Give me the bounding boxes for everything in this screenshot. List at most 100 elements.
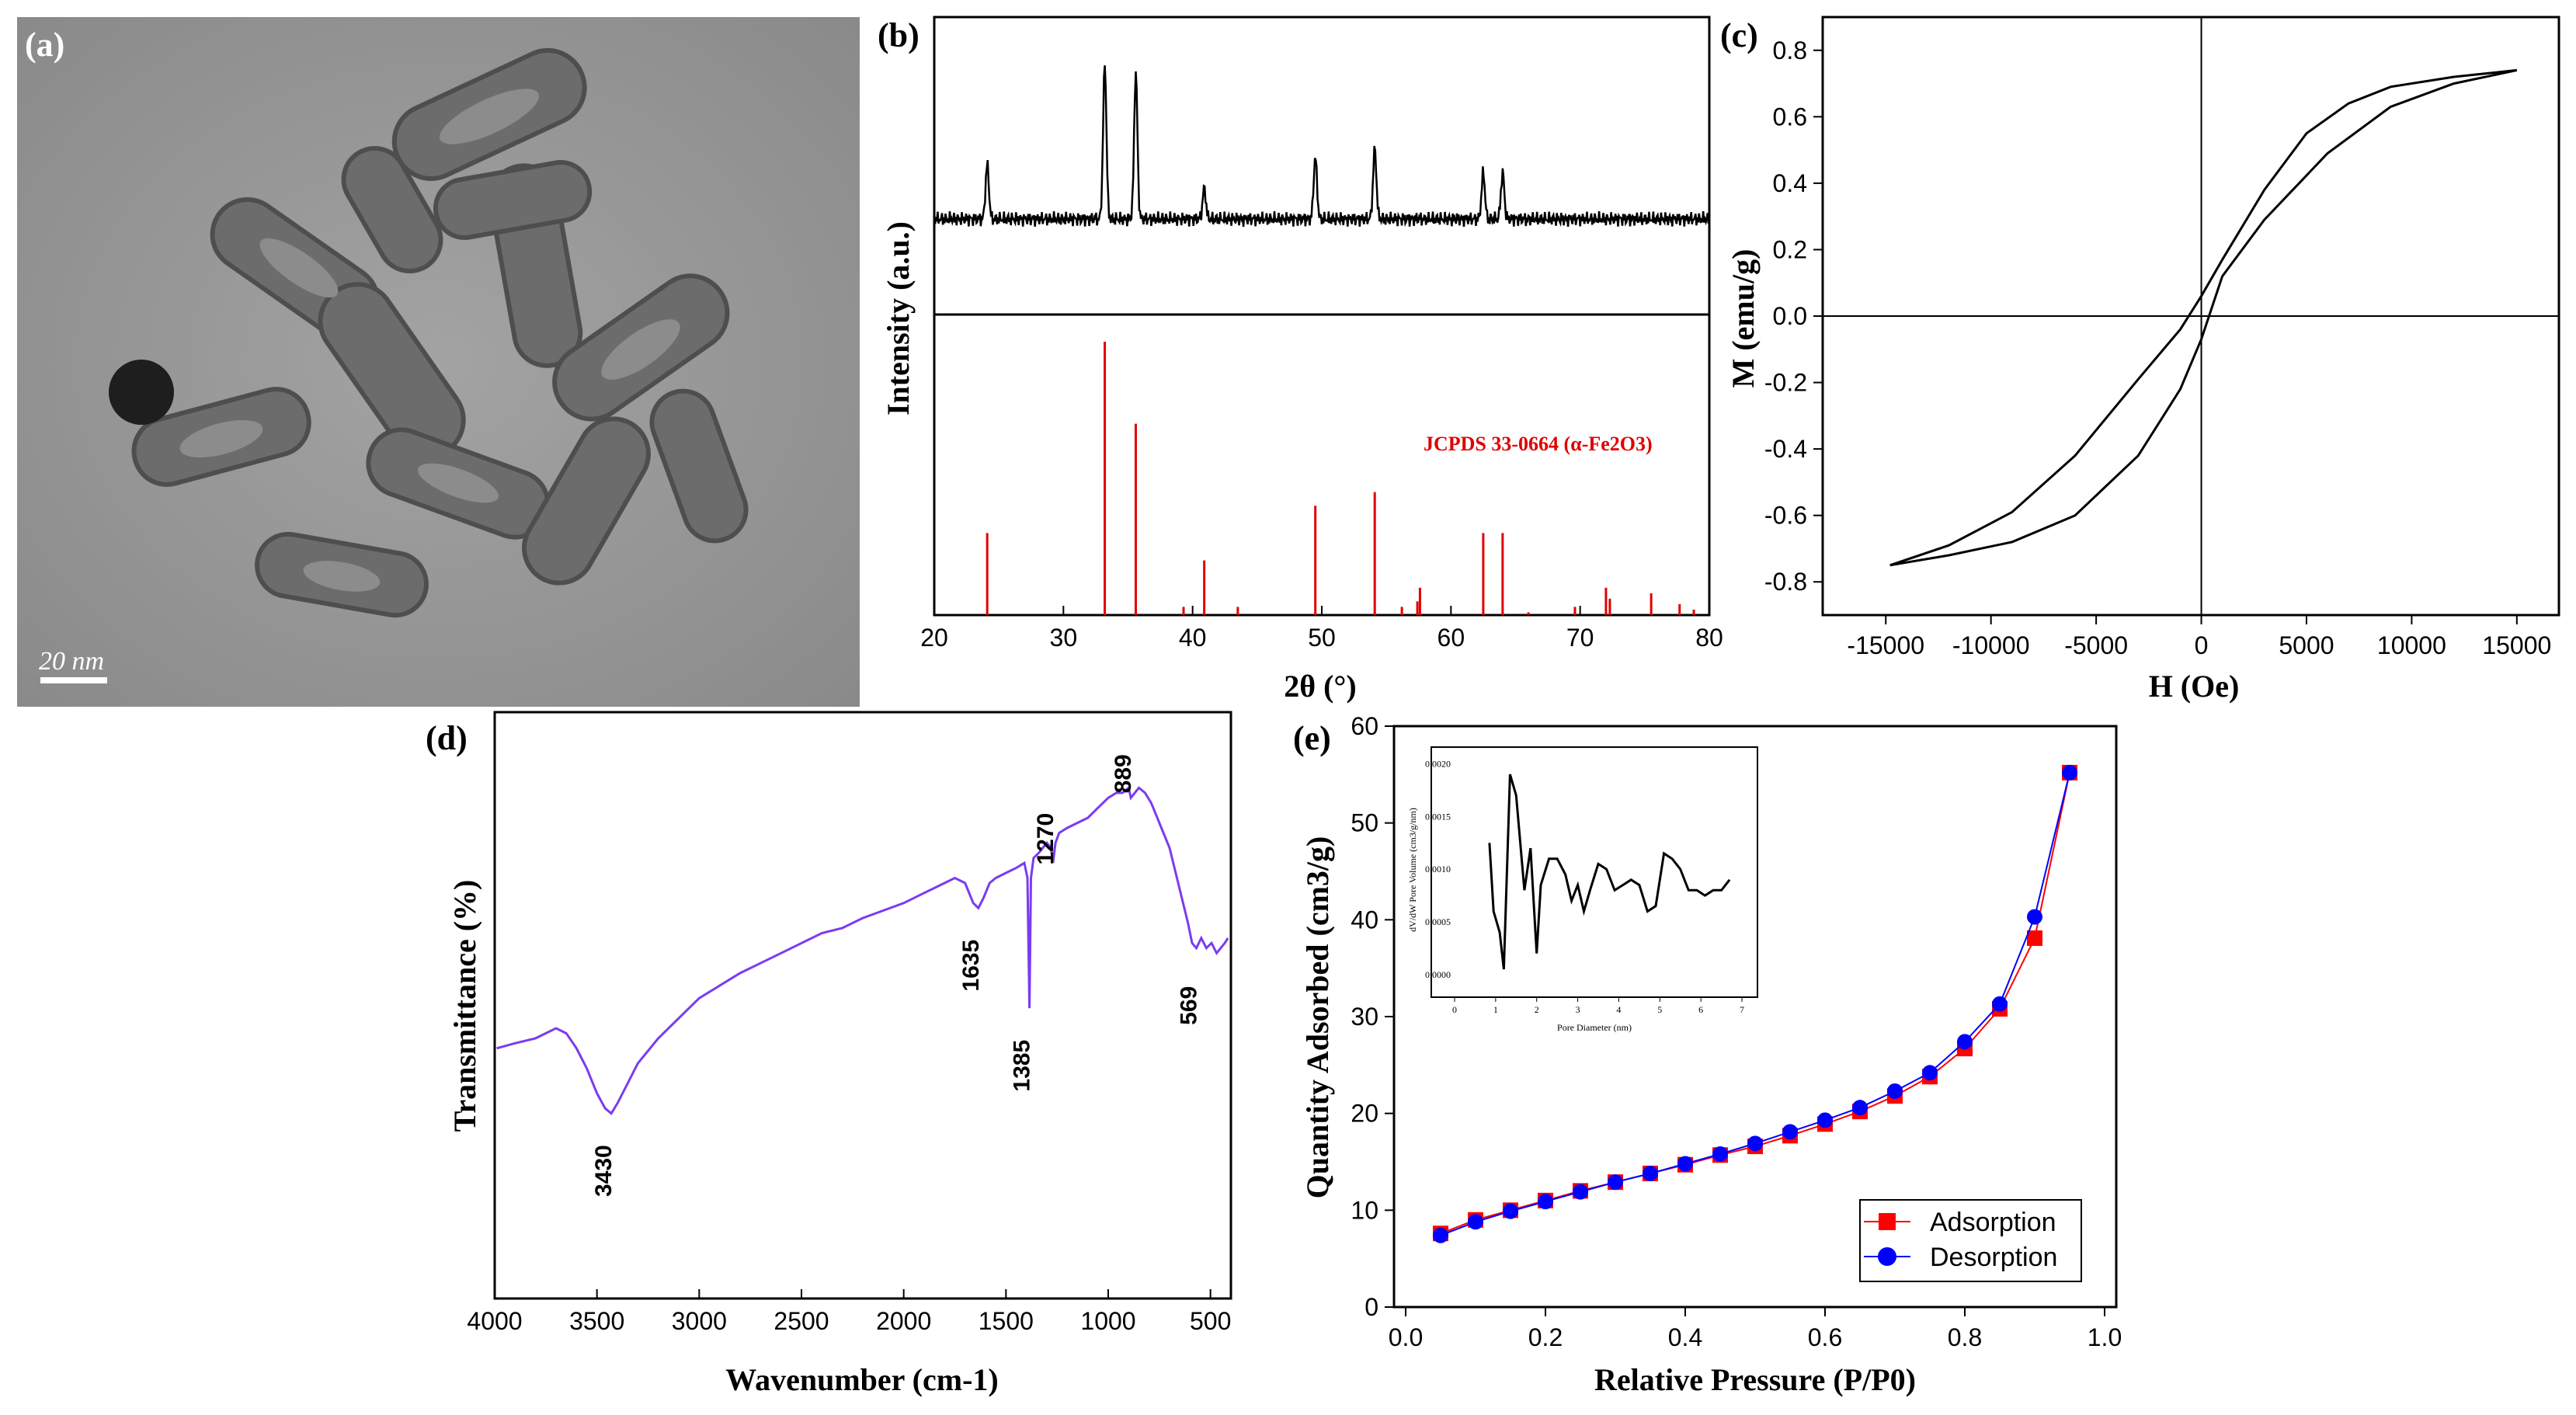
tem-particle-cores bbox=[179, 89, 680, 592]
desorption-point bbox=[2062, 764, 2077, 781]
xrd-x-axis-title: 2θ (°) bbox=[1284, 669, 1357, 704]
mh-y-tick-label: 0.2 bbox=[1773, 235, 1807, 263]
legend-box bbox=[1859, 1199, 2082, 1282]
legend-desorption-label: Desorption bbox=[1930, 1243, 2057, 1272]
mh-x-tick-label: 5000 bbox=[2279, 631, 2334, 659]
mh-x-tick-label: -15000 bbox=[1847, 631, 1924, 659]
mh-curves bbox=[1889, 68, 2518, 567]
desorption-point bbox=[1817, 1112, 1833, 1128]
inset-y-tick-label: 0.0005 bbox=[1425, 916, 1451, 927]
ftir-frame bbox=[493, 711, 1232, 1300]
mh-x-tick-label: -10000 bbox=[1952, 631, 2030, 659]
tem-dark-particle bbox=[109, 360, 174, 425]
desorption-point bbox=[1468, 1214, 1483, 1230]
desorption-point bbox=[1433, 1227, 1448, 1243]
ftir-peak-label: 889 bbox=[1111, 754, 1136, 793]
inset-y-tick-label: 0.0010 bbox=[1425, 864, 1451, 874]
desorption-point bbox=[2027, 909, 2042, 925]
bet-x-tick-label: 0.8 bbox=[1948, 1323, 1982, 1351]
ftir-peak-label: 569 bbox=[1176, 986, 1201, 1025]
desorption-point bbox=[1503, 1203, 1518, 1219]
desorption-point bbox=[1747, 1135, 1763, 1152]
ftir-peak-annotations: 3430 1635 1385 1270 889 569 bbox=[591, 754, 1201, 1197]
ftir-tick-label: 500 bbox=[1190, 1307, 1231, 1335]
scale-bar bbox=[40, 677, 107, 683]
mh-y-tick-label: -0.6 bbox=[1764, 502, 1807, 530]
xrd-tick-label: 40 bbox=[1179, 624, 1207, 652]
panel-b-label: (b) bbox=[878, 16, 920, 54]
xrd-reference-label: JCPDS 33-0664 (α-Fe2O3) bbox=[1424, 433, 1653, 455]
xrd-tick-label: 20 bbox=[920, 624, 948, 652]
ftir-peak-label: 1270 bbox=[1033, 813, 1059, 865]
bet-legend: Adsorption Desorption bbox=[1859, 1199, 2082, 1282]
desorption-point bbox=[1573, 1184, 1588, 1200]
mh-y-tick-label: 0.6 bbox=[1773, 103, 1807, 130]
xrd-tick-label: 30 bbox=[1050, 624, 1078, 652]
ftir-tick-label: 4000 bbox=[467, 1307, 522, 1335]
inset-y-axis-title: dV/dW Pore Volume (cm3/g/nm) bbox=[1407, 808, 1418, 932]
bet-x-tick-label: 1.0 bbox=[2088, 1323, 2122, 1351]
panel-b: 20 30 40 50 60 70 80 (b) Intensity (a.u.) 2θ (… bbox=[878, 16, 1723, 704]
inset-x-tick-label: 7 bbox=[1740, 1004, 1744, 1015]
mh-x-tick-label: 15000 bbox=[2482, 631, 2551, 659]
xrd-tick-label: 50 bbox=[1308, 624, 1336, 652]
mh-y-tick-label: -0.2 bbox=[1764, 369, 1807, 397]
mh-x-tick-label: -5000 bbox=[2064, 631, 2128, 659]
bet-y-tick-label: 20 bbox=[1351, 1100, 1378, 1128]
bet-x-axis-title: Relative Pressure (P/P0) bbox=[1594, 1362, 1916, 1397]
bet-y-tick-label: 10 bbox=[1351, 1196, 1378, 1224]
xrd-tick-label: 60 bbox=[1437, 624, 1465, 652]
xrd-tick-label: 70 bbox=[1566, 624, 1594, 652]
inset-x-tick-label: 3 bbox=[1576, 1004, 1580, 1015]
legend-desorption-marker bbox=[1878, 1247, 1896, 1266]
inset-x-axis-title: Pore Diameter (nm) bbox=[1557, 1022, 1632, 1033]
bet-x-tick-label: 0.0 bbox=[1389, 1323, 1423, 1351]
mh-descending-branch bbox=[1889, 68, 2517, 567]
desorption-point bbox=[1643, 1165, 1658, 1181]
bet-x-tick-label: 0.6 bbox=[1808, 1323, 1842, 1351]
inset-x-tick-label: 6 bbox=[1698, 1004, 1703, 1015]
bet-y-tick-label: 40 bbox=[1351, 906, 1378, 933]
ftir-peak-label: 3430 bbox=[591, 1145, 617, 1197]
mh-y-tick-label: -0.4 bbox=[1764, 435, 1807, 463]
desorption-point bbox=[1782, 1124, 1798, 1140]
mh-axes: -15000 -10000 -5000 0 5000 10000 15000 -0.8 -0.6… bbox=[1764, 17, 2559, 659]
xrd-x-ticks: 20 30 40 50 60 70 80 bbox=[920, 606, 1723, 652]
panel-a: (a) 20 nm bbox=[17, 17, 860, 707]
xrd-reference-lines bbox=[986, 342, 1695, 615]
bet-y-tick-label: 30 bbox=[1351, 1003, 1378, 1031]
bet-x-tick-label: 0.4 bbox=[1668, 1323, 1702, 1351]
legend-adsorption-label: Adsorption bbox=[1930, 1208, 2056, 1237]
inset-axes: 0 1 2 3 4 5 6 7 0.0000 0.0005 0.0010 0.0015 0.0020 Po… bbox=[1407, 759, 1744, 1033]
panel-c-label: (c) bbox=[1720, 16, 1758, 54]
desorption-point bbox=[1887, 1083, 1903, 1099]
inset-x-tick-label: 4 bbox=[1616, 1004, 1621, 1015]
bet-x-tick-label: 0.2 bbox=[1528, 1323, 1563, 1351]
xrd-y-axis-title: Intensity (a.u.) bbox=[881, 221, 916, 415]
desorption-point bbox=[1922, 1065, 1938, 1081]
inset-x-tick-label: 0 bbox=[1452, 1004, 1457, 1015]
ftir-y-axis-title: Transmittance (%) bbox=[447, 880, 482, 1132]
mh-x-axis-title: H (Oe) bbox=[2149, 669, 2240, 704]
mh-y-tick-label: 0.8 bbox=[1773, 37, 1807, 64]
adsorption-point bbox=[2027, 930, 2042, 947]
desorption-point bbox=[1712, 1146, 1728, 1163]
inset-frame bbox=[1431, 746, 1758, 998]
ftir-tick-label: 1000 bbox=[1080, 1307, 1135, 1335]
bet-y-tick-label: 0 bbox=[1364, 1293, 1378, 1321]
pore-size-distribution bbox=[1488, 774, 1731, 970]
inset-y-tick-label: 0.0015 bbox=[1425, 811, 1451, 822]
mh-y-tick-label: 0.0 bbox=[1773, 302, 1807, 330]
desorption-point bbox=[1852, 1100, 1868, 1116]
ftir-peak-label: 1385 bbox=[1010, 1040, 1035, 1092]
ftir-tick-label: 2000 bbox=[876, 1307, 931, 1335]
ftir-tick-label: 1500 bbox=[979, 1307, 1034, 1335]
xrd-frame bbox=[933, 16, 1711, 617]
panel-a-label: (a) bbox=[25, 26, 64, 64]
inset-y-tick-label: 0.0000 bbox=[1425, 969, 1451, 980]
panel-c: -15000 -10000 -5000 0 5000 10000 15000 -0.8 -0.6… bbox=[1720, 16, 2560, 704]
scale-bar-label: 20 nm bbox=[39, 647, 104, 676]
